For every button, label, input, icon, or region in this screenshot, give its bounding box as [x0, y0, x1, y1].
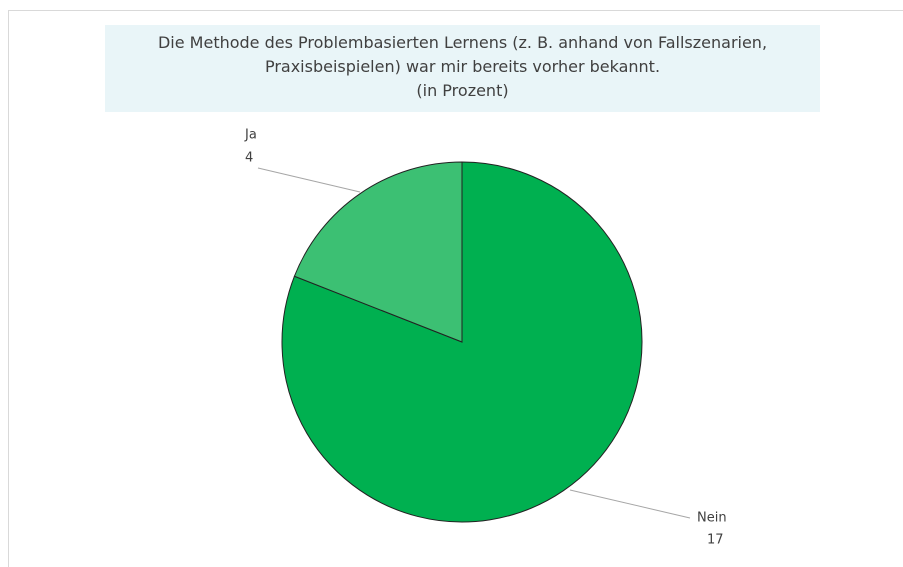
- leader-line: [569, 489, 691, 519]
- data-label-name: Ja: [244, 128, 257, 143]
- leader-line: [257, 167, 361, 193]
- data-label-value: 4: [245, 151, 253, 166]
- title-box: Die Methode des Problembasierten Lernens…: [105, 25, 820, 112]
- chart-title: Die Methode des Problembasierten Lernens…: [157, 33, 768, 76]
- data-label-value: 17: [707, 533, 724, 548]
- chart-frame: [8, 10, 903, 567]
- pie-slice: [281, 161, 643, 523]
- data-label-name: Nein: [697, 511, 727, 526]
- pie-slice: [293, 161, 463, 343]
- chart-subtitle: (in Prozent): [416, 81, 509, 100]
